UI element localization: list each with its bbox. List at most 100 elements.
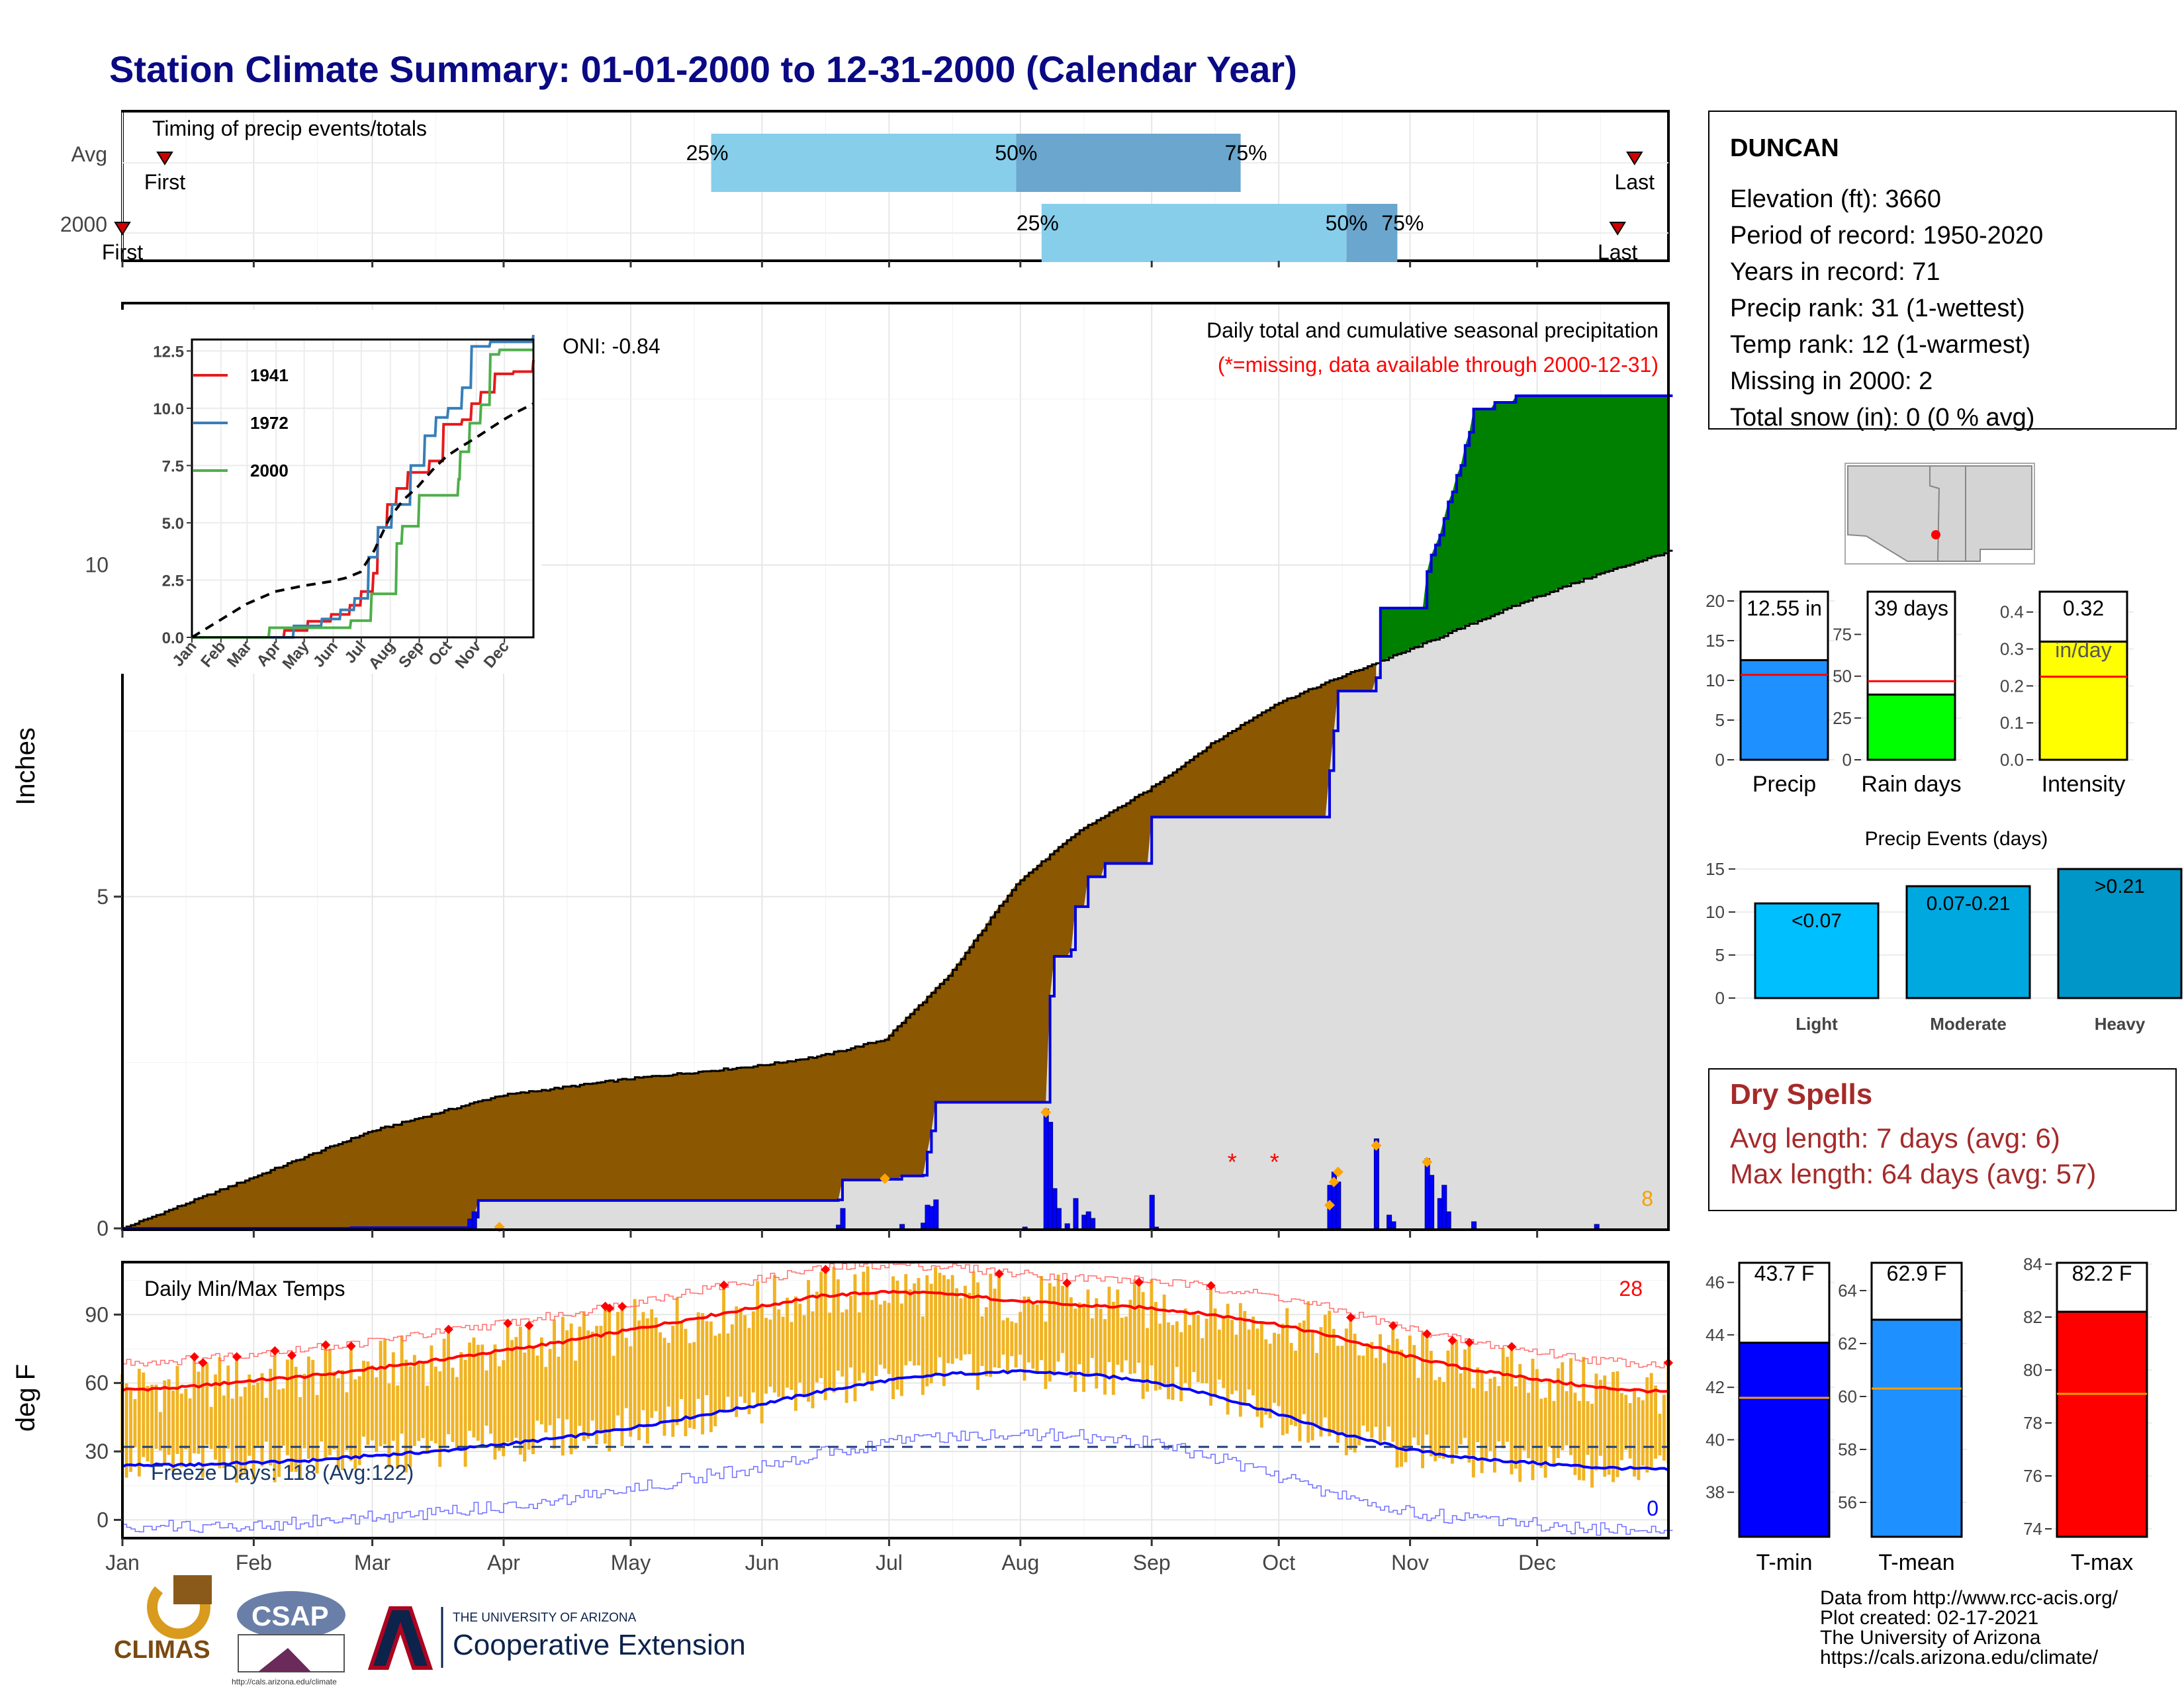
page-title: Station Climate Summary: 01-01-2000 to 1… (109, 48, 1297, 90)
temp-daily-range-bar (442, 1338, 446, 1447)
temp-daily-range-bar (574, 1360, 577, 1449)
temp-daily-range-bar (1612, 1371, 1615, 1483)
temp-daily-range-bar (1615, 1371, 1619, 1477)
temp-ytick-label: 60 (85, 1371, 109, 1395)
temp-daily-range-bar (553, 1319, 556, 1449)
precip-daily-bar (1594, 1224, 1600, 1229)
temp-daily-range-bar (523, 1352, 527, 1462)
temp-daily-range-bar (142, 1372, 146, 1457)
temp-daily-range-bar (1357, 1355, 1361, 1445)
temp-daily-range-bar (1391, 1326, 1395, 1442)
temp-daily-range-bar (561, 1316, 565, 1456)
temp-daily-range-bar (764, 1318, 768, 1394)
temp-daily-range-bar (768, 1319, 772, 1387)
temp-daily-range-bar (480, 1344, 484, 1445)
temp-daily-range-bar (815, 1291, 819, 1383)
summary-bar-ytick-label: 0.1 (2000, 713, 2024, 733)
temp-daily-range-bar (1379, 1334, 1382, 1445)
temp-daily-range-bar (582, 1311, 586, 1441)
summary-bar-ytick-label: 50 (1833, 666, 1852, 686)
temp-daily-range-bar (756, 1281, 760, 1406)
temp-daily-range-bar (1044, 1321, 1048, 1389)
temp-daily-range-bar (1247, 1329, 1251, 1390)
temp-daily-range-bar (201, 1362, 205, 1478)
station-name: DUNCAN (1730, 134, 1839, 162)
temp-daily-range-bar (671, 1326, 675, 1437)
precip-average-line (122, 549, 1673, 1229)
temp-daily-range-bar (883, 1301, 887, 1369)
temp-daily-range-bar (747, 1328, 751, 1414)
temp-daily-range-bar (743, 1315, 747, 1403)
temp-daily-range-bar (1137, 1282, 1141, 1363)
month-axis-label: Sep (1133, 1551, 1171, 1575)
timing-p50-label: 50% (1326, 211, 1368, 235)
temp-daily-range-bar (421, 1361, 425, 1438)
timing-p25-label: 25% (1017, 211, 1059, 235)
temp-record-high-marker (321, 1340, 331, 1350)
temp-bar-ytick-label: 74 (2023, 1519, 2042, 1539)
temp-daily-range-bar (489, 1351, 492, 1434)
temp-daily-range-bar (1209, 1285, 1212, 1406)
temp-daily-range-bar (608, 1308, 612, 1452)
temp-daily-range-bar (1518, 1363, 1522, 1483)
temp-daily-range-bar (717, 1333, 721, 1410)
climas-logo: CLIMAS (114, 1575, 212, 1664)
temp-daily-range-bar (1251, 1316, 1255, 1396)
climas-emblem (147, 1586, 210, 1639)
temp-ytick-label: 90 (85, 1303, 109, 1326)
temp-daily-range-bar (1048, 1283, 1052, 1382)
inset-ytick-label: 2.5 (162, 572, 184, 590)
temp-daily-range-bar (1514, 1386, 1518, 1469)
csap-text: CSAP (251, 1600, 329, 1631)
temp-daily-range-bar (603, 1306, 607, 1444)
temp-record-high-marker (617, 1302, 627, 1312)
temp-daily-range-bar (913, 1283, 916, 1366)
precip-daily-bar (1149, 1195, 1155, 1229)
temp-daily-range-bar (1484, 1391, 1488, 1459)
temp-daily-range-bar (527, 1325, 531, 1450)
temp-daily-range-bar (1421, 1332, 1424, 1469)
summary-bar-category-label: Precip (1752, 772, 1816, 797)
temp-average-min-line (122, 1369, 1669, 1472)
precip-daily-bar (899, 1224, 905, 1229)
month-axis-label: Dec (1518, 1551, 1556, 1575)
temp-daily-range-bar (1497, 1386, 1501, 1441)
temp-daily-range-bar (396, 1385, 400, 1469)
temp-daily-range-bar (502, 1360, 506, 1457)
temp-daily-range-bar (811, 1311, 815, 1408)
precip-extreme-marker (1422, 1156, 1433, 1167)
temp-daily-range-bar (1285, 1308, 1289, 1434)
month-axis-label: Feb (236, 1551, 272, 1575)
temp-daily-range-bar (248, 1374, 251, 1456)
temp-daily-range-bar (1040, 1275, 1043, 1361)
precip-extreme-marker (880, 1173, 890, 1184)
temp-daily-range-bar (531, 1346, 535, 1455)
summary-bar-ytick-label: 20 (1706, 591, 1725, 611)
events-range-label: >0.21 (2095, 876, 2145, 897)
temp-daily-range-bar (1124, 1316, 1128, 1361)
temp-daily-range-bar (1146, 1328, 1149, 1392)
temp-daily-range-bar (849, 1295, 852, 1368)
temp-daily-range-bar (277, 1389, 281, 1477)
temp-daily-range-bar (1450, 1340, 1454, 1464)
temp-daily-range-bar (1005, 1317, 1009, 1373)
temp-daily-range-bar (1607, 1386, 1611, 1475)
temp-daily-range-bar (696, 1312, 700, 1399)
temp-daily-range-bar (1069, 1297, 1073, 1378)
temp-daily-range-bar (328, 1348, 332, 1455)
temp-daily-range-bar (1459, 1373, 1463, 1445)
temp-record-high-marker (287, 1350, 296, 1360)
temp-record-high-line (122, 1261, 1673, 1369)
inset-legend-label: 1941 (250, 365, 289, 385)
dry-spells-avg: Avg length: 7 days (avg: 6) (1730, 1122, 2060, 1154)
temp-daily-range-bar (493, 1344, 497, 1460)
temp-daily-range-bar (1582, 1357, 1586, 1481)
cold-days-count: 0 (1647, 1496, 1659, 1520)
temp-record-high-marker (346, 1341, 356, 1351)
temp-daily-range-bar (1201, 1338, 1205, 1383)
temp-daily-range-bar (430, 1345, 433, 1441)
temp-daily-range-bar (184, 1389, 188, 1449)
temp-daily-range-bar (1306, 1301, 1310, 1443)
temp-daily-range-bar (629, 1346, 633, 1437)
temp-daily-range-bar (1658, 1414, 1662, 1456)
